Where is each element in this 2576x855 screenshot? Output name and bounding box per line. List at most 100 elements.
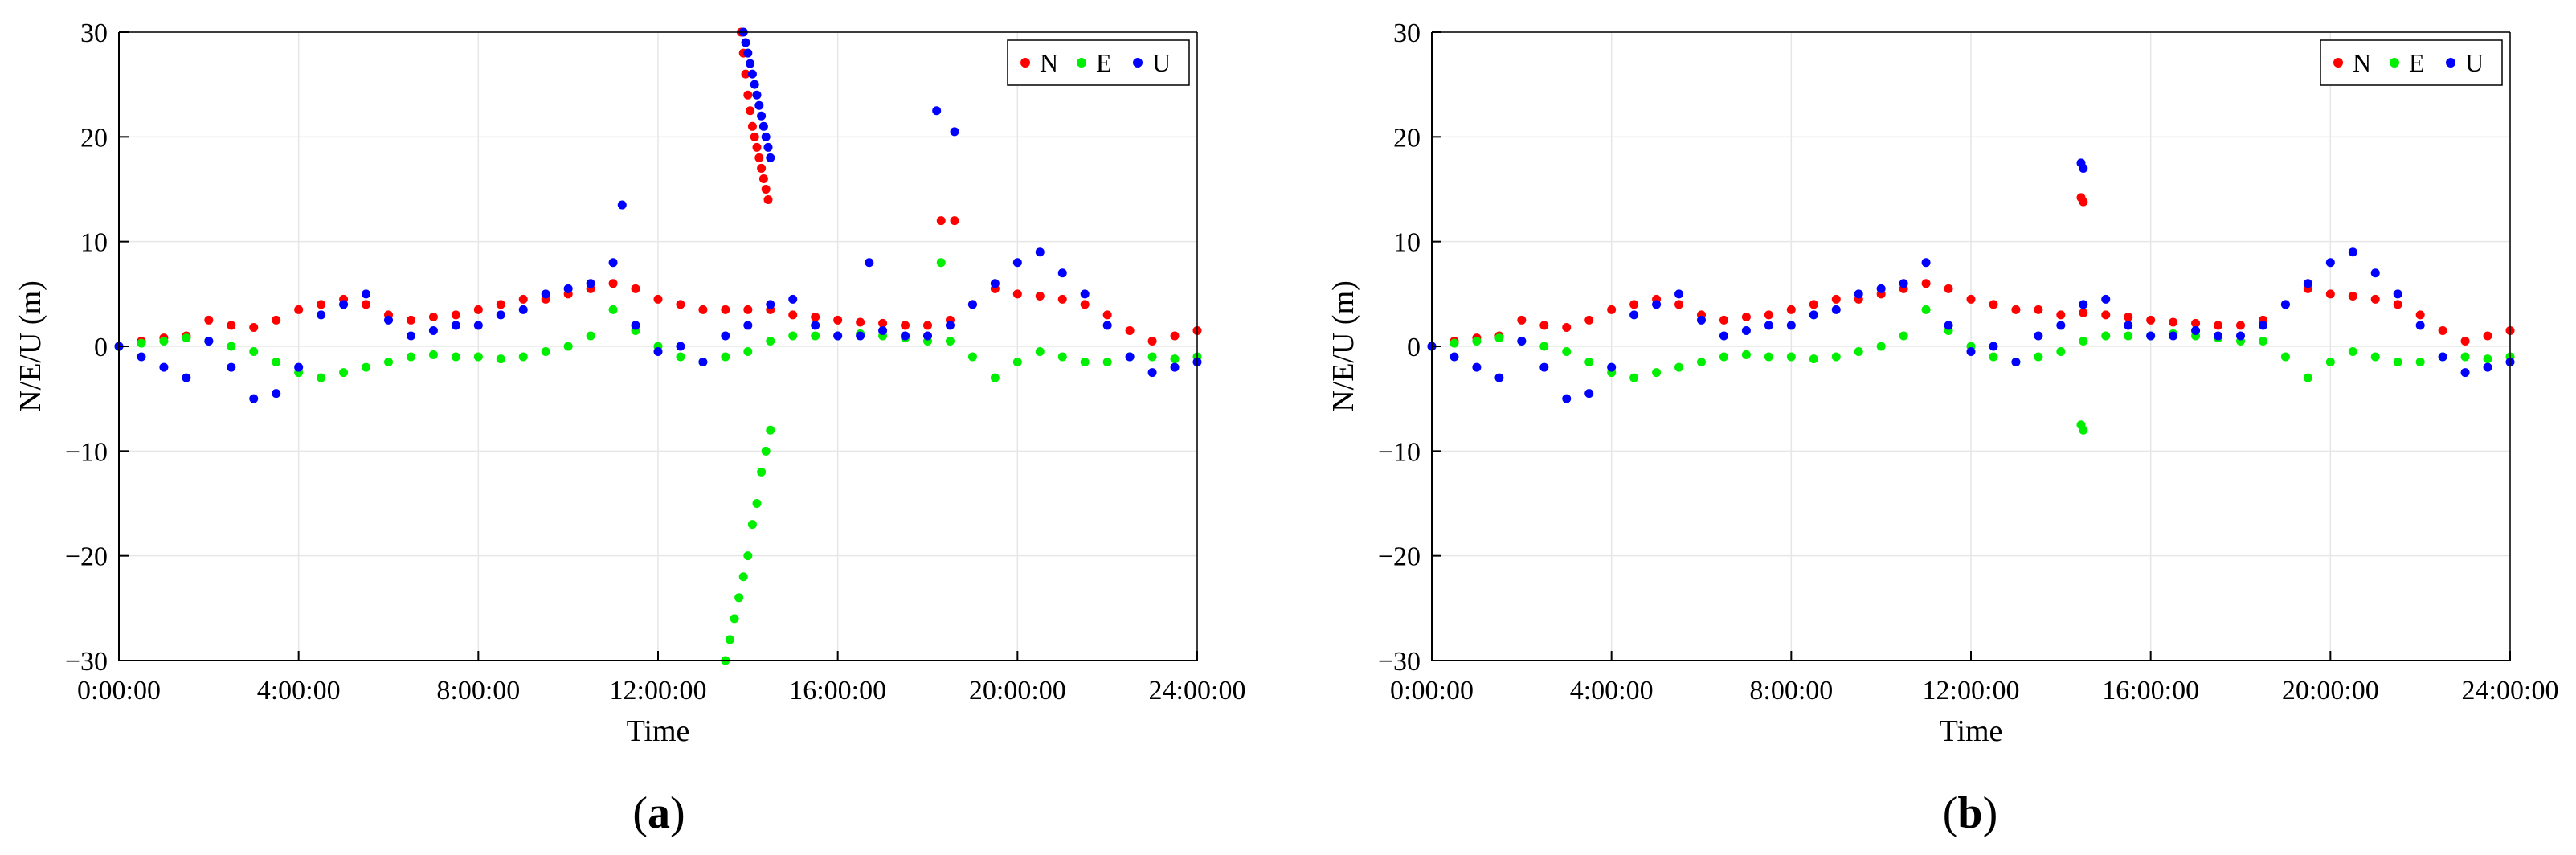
data-point-N bbox=[2011, 305, 2021, 314]
data-point-N bbox=[1629, 300, 1639, 309]
data-point-N bbox=[2415, 310, 2425, 320]
data-point-N bbox=[2056, 310, 2066, 320]
data-point-N bbox=[451, 310, 460, 320]
series-N bbox=[2076, 193, 2088, 207]
data-point-E bbox=[936, 258, 946, 268]
data-point-E bbox=[1629, 373, 1639, 382]
y-tick-label: −30 bbox=[1378, 647, 1421, 677]
data-point-E bbox=[761, 446, 771, 456]
data-point-N bbox=[721, 305, 730, 314]
data-point-N bbox=[1741, 313, 1751, 322]
y-tick-label: 0 bbox=[94, 333, 108, 362]
data-point-U bbox=[496, 310, 505, 320]
y-tick-label: −20 bbox=[65, 542, 108, 572]
data-point-E bbox=[1170, 354, 1180, 364]
data-point-N bbox=[608, 279, 618, 288]
data-point-E bbox=[182, 333, 191, 343]
data-point-E bbox=[1102, 358, 1112, 367]
data-point-E bbox=[752, 499, 762, 508]
data-point-N bbox=[518, 294, 528, 304]
data-point-E bbox=[757, 467, 767, 477]
data-point-U bbox=[1012, 258, 1022, 268]
data-point-N bbox=[272, 315, 281, 325]
data-point-U bbox=[2258, 321, 2267, 330]
data-point-E bbox=[730, 614, 739, 624]
data-point-N bbox=[761, 185, 771, 194]
data-point-N bbox=[249, 323, 259, 333]
data-point-U bbox=[2325, 258, 2335, 268]
legend-marker-N bbox=[2333, 58, 2343, 68]
data-point-E bbox=[1764, 352, 1773, 362]
panel-caption: (b) bbox=[1943, 788, 1997, 838]
x-tick-label: 16:00:00 bbox=[2102, 676, 2199, 706]
data-point-N bbox=[2169, 317, 2178, 327]
data-point-N bbox=[204, 315, 214, 325]
data-point-U bbox=[811, 321, 820, 330]
data-point-E bbox=[1080, 358, 1090, 367]
data-point-U bbox=[1719, 331, 1728, 341]
x-tick-label: 8:00:00 bbox=[436, 676, 520, 706]
data-point-U bbox=[856, 331, 865, 341]
data-point-E bbox=[1494, 333, 1504, 343]
data-point-E bbox=[1921, 305, 1931, 314]
data-point-U bbox=[2483, 362, 2492, 372]
data-point-U bbox=[932, 106, 942, 116]
data-point-U bbox=[1147, 368, 1157, 378]
data-point-N bbox=[1989, 300, 1998, 309]
data-point-U bbox=[698, 358, 708, 367]
data-point-E bbox=[496, 354, 505, 364]
legend-box bbox=[2320, 39, 2503, 86]
data-point-E bbox=[721, 352, 730, 362]
data-point-N bbox=[1125, 325, 1135, 335]
data-point-U bbox=[1450, 352, 1459, 362]
data-point-N bbox=[788, 310, 798, 320]
data-point-E bbox=[1562, 347, 1572, 357]
data-point-U bbox=[1944, 321, 1953, 330]
data-point-U bbox=[563, 284, 573, 293]
data-point-N bbox=[1012, 289, 1022, 299]
data-point-U bbox=[878, 325, 888, 335]
data-point-N bbox=[833, 315, 843, 325]
data-point-U bbox=[2348, 248, 2357, 257]
data-point-N bbox=[2393, 300, 2402, 309]
data-point-E bbox=[811, 331, 820, 341]
data-point-U bbox=[752, 90, 762, 100]
x-tick-label: 24:00:00 bbox=[1149, 676, 1246, 706]
series-N bbox=[936, 216, 959, 226]
data-point-N bbox=[923, 321, 932, 330]
data-point-N bbox=[2146, 315, 2156, 325]
x-tick-label: 8:00:00 bbox=[1749, 676, 1833, 706]
data-point-U bbox=[1607, 362, 1617, 372]
data-point-U bbox=[950, 127, 959, 137]
data-point-N bbox=[1809, 300, 1818, 309]
y-tick-label: 20 bbox=[80, 123, 108, 153]
data-point-U bbox=[2146, 331, 2156, 341]
data-point-U bbox=[586, 279, 595, 288]
data-point-N bbox=[1080, 300, 1090, 309]
data-point-E bbox=[1854, 347, 1863, 357]
x-tick-label: 4:00:00 bbox=[257, 676, 341, 706]
data-point-E bbox=[137, 338, 146, 348]
data-point-N bbox=[2438, 325, 2447, 335]
data-point-N bbox=[746, 106, 755, 116]
data-point-U bbox=[617, 200, 627, 210]
data-point-U bbox=[1854, 289, 1863, 299]
data-point-E bbox=[2393, 358, 2402, 367]
data-point-U bbox=[1809, 310, 1818, 320]
data-point-N bbox=[2348, 291, 2357, 301]
data-point-N bbox=[1147, 336, 1157, 346]
data-point-U bbox=[766, 153, 775, 162]
data-point-E bbox=[2258, 336, 2267, 346]
data-point-E bbox=[249, 347, 259, 357]
data-point-E bbox=[1057, 352, 1067, 362]
x-tick-label: 24:00:00 bbox=[2462, 676, 2559, 706]
data-point-U bbox=[1494, 373, 1504, 382]
data-point-E bbox=[967, 352, 977, 362]
data-point-U bbox=[901, 331, 910, 341]
series-N bbox=[114, 279, 1202, 351]
data-point-U bbox=[1472, 362, 1482, 372]
data-point-E bbox=[1989, 352, 1998, 362]
x-tick-label: 16:00:00 bbox=[789, 676, 886, 706]
data-point-N bbox=[1607, 305, 1617, 314]
data-point-U bbox=[1899, 279, 1908, 288]
